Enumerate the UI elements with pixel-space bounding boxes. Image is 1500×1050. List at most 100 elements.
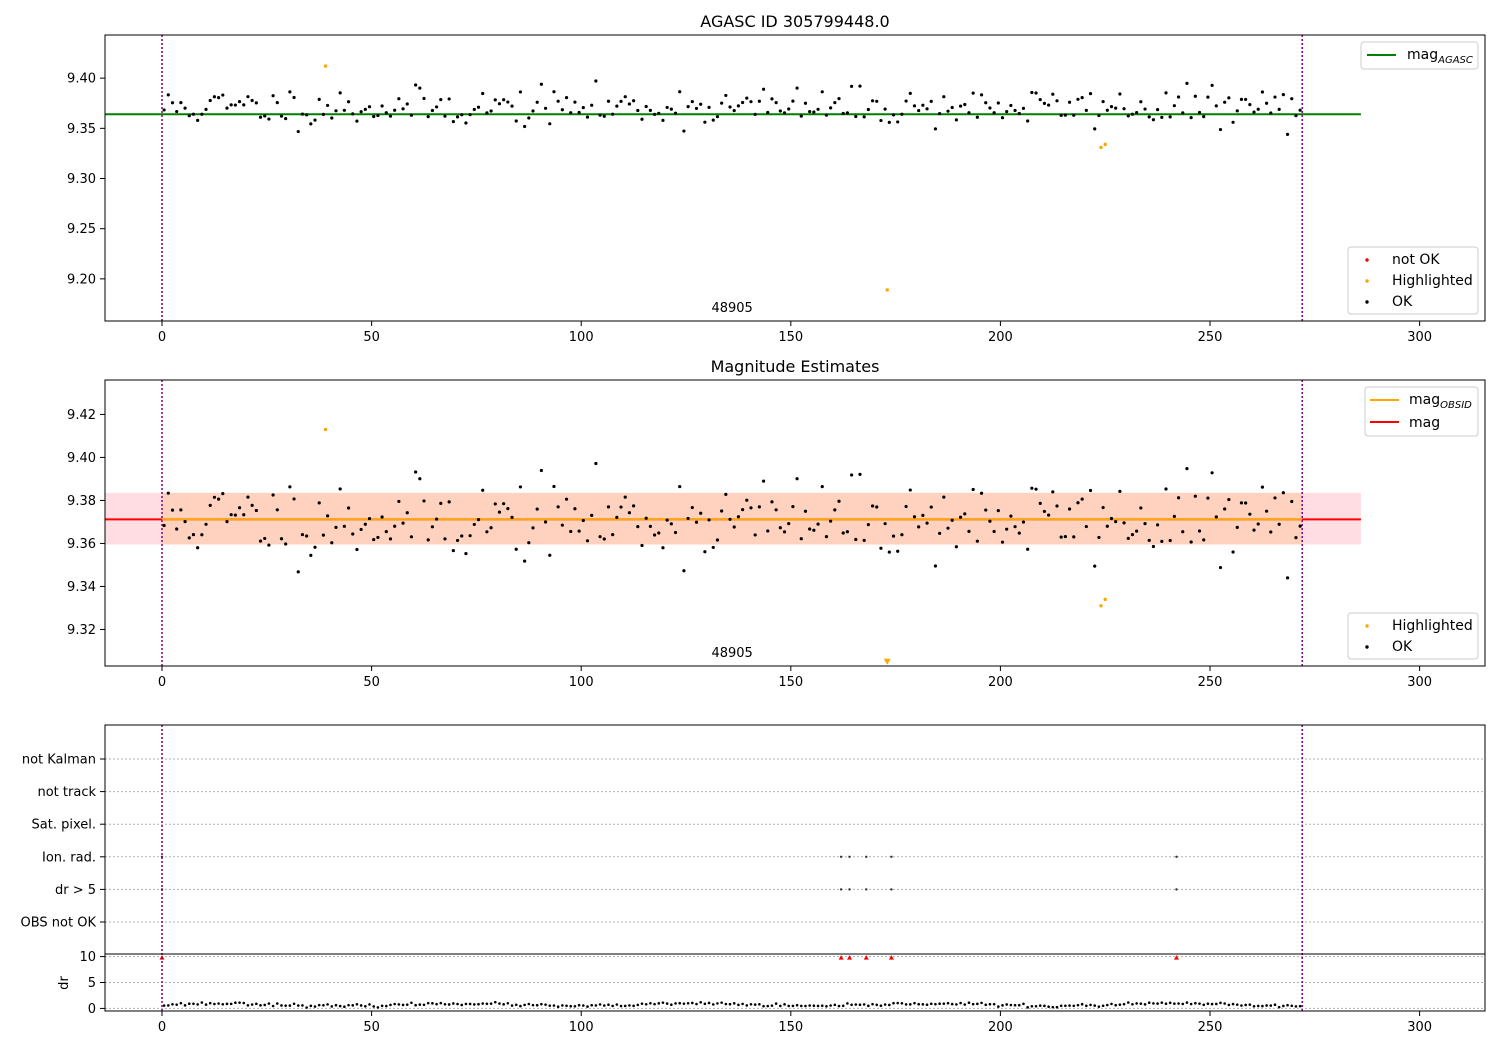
dr-point xyxy=(1076,1003,1080,1007)
ok-point xyxy=(388,537,393,541)
ok-point xyxy=(627,511,632,515)
y-tick-label: 9.40 xyxy=(67,451,96,466)
dr-point xyxy=(1043,1004,1046,1008)
dr-point xyxy=(674,1002,677,1005)
dr-point xyxy=(908,1003,912,1006)
ok-point xyxy=(221,492,225,496)
ok-point xyxy=(849,473,854,477)
ok-point xyxy=(728,105,732,109)
ok-point xyxy=(1047,103,1051,107)
ok-point xyxy=(946,109,950,113)
ok-point xyxy=(1156,523,1160,527)
ok-point xyxy=(1000,540,1005,544)
ok-point xyxy=(443,114,447,118)
ok-point xyxy=(896,549,900,553)
ok-point xyxy=(179,101,183,105)
dr-point xyxy=(162,1004,166,1007)
dr-point xyxy=(976,1002,979,1006)
ok-point xyxy=(175,527,179,531)
ok-point xyxy=(808,109,812,114)
flag-row-label: dr > 5 xyxy=(55,883,96,898)
ok-point xyxy=(745,498,749,502)
ok-point xyxy=(1026,547,1030,551)
ok-point xyxy=(1151,544,1156,549)
dr-point xyxy=(380,1004,384,1008)
dr-point xyxy=(426,1001,430,1005)
dr-point xyxy=(418,1003,422,1006)
ok-point xyxy=(531,526,535,530)
ok-point xyxy=(703,120,707,124)
ok-point xyxy=(1059,113,1063,117)
ok-point xyxy=(237,100,242,104)
ok-point xyxy=(724,93,728,98)
panel-3-dr-label: dr xyxy=(57,976,72,990)
dr-point xyxy=(984,1003,988,1007)
dr-point xyxy=(1164,1002,1168,1006)
ok-point xyxy=(921,103,925,107)
panel-flags-dr: not Kalman not track Sat. pixel. Ion. rad. d… xyxy=(21,724,1486,1035)
x-tick-label: 150 xyxy=(778,675,803,690)
ok-point xyxy=(401,521,405,525)
ok-point xyxy=(1009,514,1013,518)
ok-point xyxy=(1000,116,1005,120)
ok-point xyxy=(506,100,510,104)
highlighted-point xyxy=(1103,597,1107,602)
ok-point xyxy=(1105,524,1109,528)
ok-point xyxy=(1164,487,1168,491)
ok-point xyxy=(1147,115,1151,119)
dr-point xyxy=(946,1001,950,1005)
x-tick-label: 0 xyxy=(158,675,166,690)
dr-point xyxy=(967,1001,971,1005)
ok-point xyxy=(342,108,346,112)
ok-point xyxy=(1114,520,1118,524)
ok-point xyxy=(715,538,720,542)
panel-3-dr-axis: 0 5 10 xyxy=(79,950,105,1017)
ok-point xyxy=(879,118,883,123)
ok-point xyxy=(816,107,820,111)
ok-point xyxy=(841,111,845,116)
ok-point xyxy=(1093,127,1097,131)
ok-point xyxy=(455,538,460,543)
ok-point xyxy=(1260,485,1265,489)
ok-point xyxy=(984,508,988,512)
ok-point xyxy=(1227,497,1231,502)
dr-point xyxy=(1177,1002,1180,1005)
ok-point xyxy=(1218,127,1223,132)
dr-point xyxy=(1189,1002,1193,1006)
ok-point xyxy=(460,113,464,117)
dr-point xyxy=(271,1004,275,1008)
dr-point xyxy=(401,1003,405,1007)
dr-point xyxy=(732,1002,736,1005)
ok-point xyxy=(1038,97,1042,102)
dr-point xyxy=(359,1004,363,1007)
ok-point xyxy=(338,91,342,95)
dr-point xyxy=(1089,1003,1092,1007)
ok-point xyxy=(317,97,321,101)
ok-point xyxy=(715,115,720,119)
ok-point xyxy=(1093,564,1097,568)
ok-point xyxy=(292,95,296,100)
dr-point xyxy=(1126,1001,1130,1004)
ok-point xyxy=(300,112,305,116)
ok-point xyxy=(493,502,497,506)
ok-point xyxy=(204,522,208,526)
dr-point xyxy=(753,1003,757,1006)
ok-point xyxy=(1109,516,1114,521)
legend-highlighted-label: Highlighted xyxy=(1392,273,1473,289)
dr-point xyxy=(217,1002,220,1005)
ok-point xyxy=(845,530,849,534)
dr-point xyxy=(229,1002,233,1006)
ok-point xyxy=(1273,496,1277,500)
ok-point xyxy=(623,495,627,499)
dr-point xyxy=(296,1004,300,1007)
ok-point xyxy=(585,539,590,543)
ok-point xyxy=(351,112,355,116)
ok-point xyxy=(162,523,166,528)
ok-point xyxy=(1235,525,1239,530)
ok-point xyxy=(292,497,296,501)
ok-point xyxy=(1076,97,1080,101)
ok-point xyxy=(967,111,971,115)
dr-point xyxy=(552,1004,556,1007)
ok-point xyxy=(451,120,455,124)
